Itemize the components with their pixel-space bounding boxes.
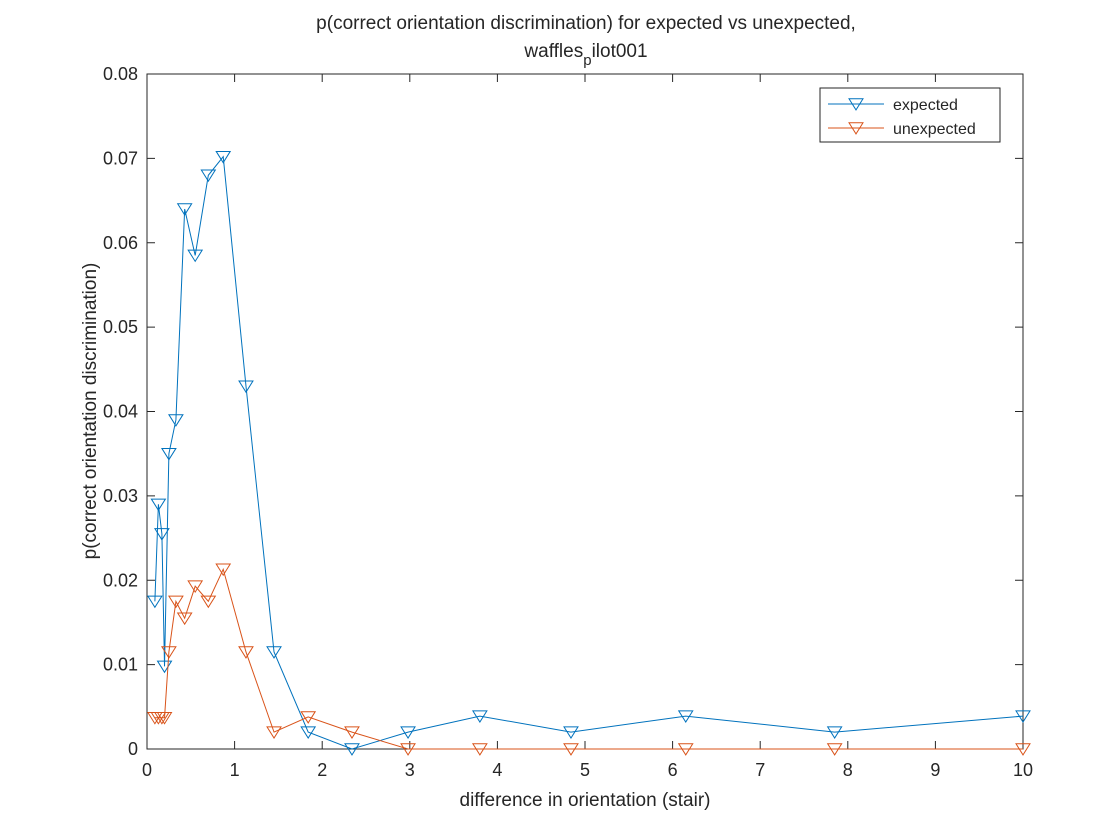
legend-marker-expected (848, 98, 864, 111)
data-point-expected-15 (471, 710, 488, 723)
data-point-unexpected-5 (168, 595, 184, 609)
legend-marker-unexpected (848, 122, 864, 135)
x-tick-label-4: 4 (492, 760, 502, 780)
y-tick-label-1: 0.01 (103, 655, 138, 675)
x-tick-label-9: 9 (930, 760, 940, 780)
data-point-expected-4 (160, 447, 177, 461)
x-tick-label-10: 10 (1013, 760, 1033, 780)
chart-title-line1: p(correct orientation discrimination) fo… (316, 13, 856, 34)
y-tick-label-0: 0 (128, 739, 138, 759)
data-point-unexpected-3 (156, 712, 173, 725)
data-point-unexpected-6 (176, 612, 193, 626)
series-unexpected (146, 563, 1031, 756)
data-point-unexpected-8 (200, 595, 217, 609)
legend: expected unexpected (819, 87, 1001, 143)
data-point-expected-18 (826, 726, 843, 740)
chart-title-line2-main: waffles (523, 41, 583, 62)
data-point-unexpected-18 (826, 743, 843, 756)
chart-title-line2: wafflespilot001 (523, 41, 647, 69)
x-tick-label-1: 1 (230, 760, 240, 780)
data-point-unexpected-14 (400, 743, 416, 756)
data-point-expected-11 (266, 646, 282, 659)
legend-label-unexpected: unexpected (893, 121, 976, 138)
data-point-expected-14 (400, 726, 416, 740)
data-point-expected-17 (677, 710, 694, 723)
data-point-expected-2 (153, 528, 170, 541)
y-tick-label-2: 0.02 (103, 570, 138, 590)
data-point-expected-19 (1015, 710, 1031, 723)
chart-title-line2-rest: ilot001 (592, 41, 648, 62)
data-point-expected-16 (563, 726, 579, 740)
data-point-unexpected-13 (344, 726, 360, 740)
y-tick-label-5: 0.05 (103, 317, 138, 337)
data-point-expected-10 (238, 380, 254, 394)
data-point-expected-8 (200, 169, 217, 183)
series-expected (146, 150, 1031, 756)
legend-label-expected: expected (893, 97, 958, 114)
y-tick-label-6: 0.06 (103, 233, 138, 253)
x-tick-label-3: 3 (405, 760, 415, 780)
data-point-expected-5 (168, 414, 184, 427)
data-point-unexpected-16 (563, 743, 579, 756)
data-point-unexpected-11 (266, 726, 282, 740)
data-point-expected-13 (344, 743, 360, 756)
series-line-expected (154, 155, 1024, 750)
chart-title-line2-subscript: p (583, 52, 591, 69)
data-point-unexpected-7 (187, 580, 204, 594)
x-tick-label-8: 8 (843, 760, 853, 780)
data-point-unexpected-10 (238, 646, 254, 659)
data-point-unexpected-17 (677, 743, 694, 756)
data-point-expected-12 (300, 726, 317, 740)
x-tick-label-0: 0 (142, 760, 152, 780)
data-point-unexpected-19 (1015, 743, 1031, 756)
y-tick-label-4: 0.04 (103, 402, 138, 422)
data-point-unexpected-15 (471, 743, 488, 756)
data-point-unexpected-4 (160, 646, 177, 659)
x-tick-label-5: 5 (580, 760, 590, 780)
series-layer (146, 150, 1031, 756)
data-point-unexpected-12 (300, 711, 317, 724)
x-tick-label-2: 2 (317, 760, 327, 780)
y-tick-label-7: 0.07 (103, 148, 138, 168)
x-axis-label: difference in orientation (stair) (460, 790, 711, 811)
legend-box (819, 87, 1001, 143)
data-point-expected-1 (150, 498, 167, 512)
data-point-expected-0 (146, 595, 163, 609)
data-point-unexpected-9 (215, 563, 232, 577)
y-tick-label-8: 0.08 (103, 64, 138, 84)
series-line-unexpected (154, 567, 1023, 750)
data-point-expected-9 (215, 150, 232, 164)
plot-area (146, 73, 1024, 750)
y-tick-label-3: 0.03 (103, 486, 138, 506)
data-point-expected-6 (176, 203, 193, 216)
axis-ticks: 0 1 2 3 4 5 6 7 8 9 10 0 0.01 0.02 0.03 0.04 0.05 0.06 0.0… (103, 64, 1033, 780)
x-tick-label-7: 7 (755, 760, 765, 780)
x-tick-label-6: 6 (668, 760, 678, 780)
data-point-expected-7 (187, 249, 204, 263)
y-axis-label: p(correct orientation discrimination) (80, 263, 101, 560)
